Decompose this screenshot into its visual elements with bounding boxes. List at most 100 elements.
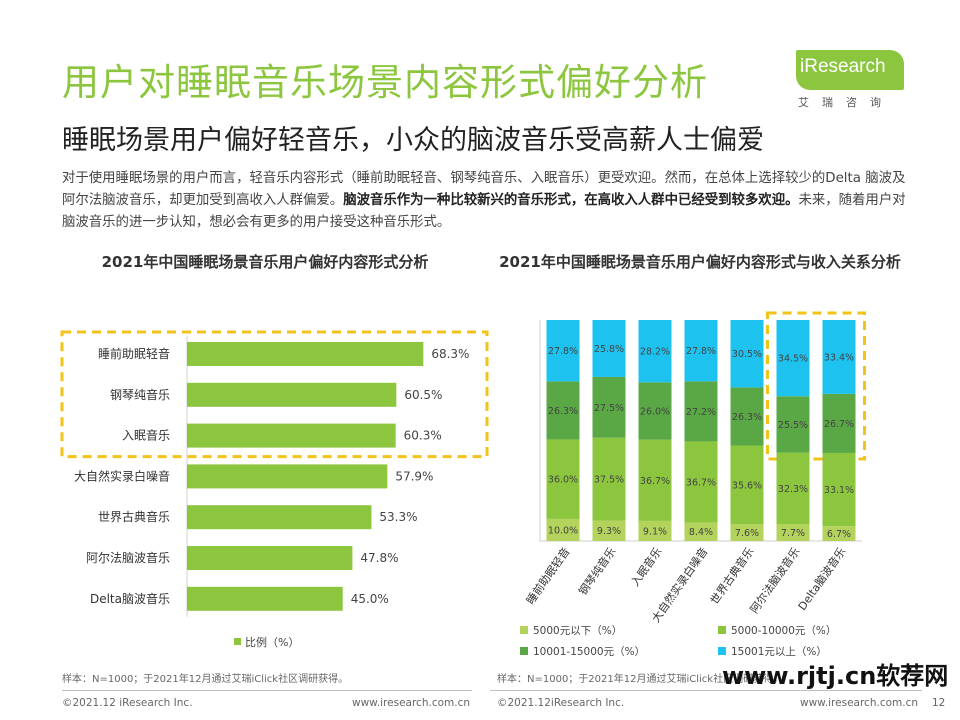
logo-chinese: 艾瑞咨询 bbox=[798, 96, 894, 109]
stack-4-seg-3 bbox=[730, 320, 764, 388]
left-url[interactable]: www.iresearch.com.cn bbox=[352, 697, 471, 709]
x-tick-label-1: 钢琴纯音乐 bbox=[575, 545, 618, 598]
stack-1-seg-1 bbox=[592, 437, 626, 521]
right-chart-title: 2021年中国睡眠场景音乐用户偏好内容形式与收入关系分析 bbox=[499, 253, 901, 271]
stack-label-2-2: 26.0% bbox=[640, 407, 670, 418]
stack-2-seg-3 bbox=[638, 320, 672, 383]
right-footer-rule bbox=[490, 690, 922, 691]
stack-label-5-2: 25.5% bbox=[778, 420, 808, 431]
page-title: 用户对睡眠音乐场景内容形式偏好分析 bbox=[62, 61, 708, 104]
stack-5-seg-3 bbox=[776, 320, 810, 397]
stack-6-seg-2 bbox=[822, 393, 856, 453]
stack-label-1-2: 27.5% bbox=[594, 403, 624, 414]
stack-4-seg-1 bbox=[730, 445, 764, 525]
stack-2-seg-1 bbox=[638, 439, 672, 521]
right-legend-swatch-1 bbox=[718, 626, 726, 634]
iresearch-logo: iResearch 艾瑞咨询 bbox=[796, 48, 906, 109]
stack-label-0-1: 36.0% bbox=[548, 475, 578, 486]
bar-1 bbox=[187, 382, 397, 407]
stack-3-seg-1 bbox=[684, 441, 718, 523]
stack-label-0-0: 10.0% bbox=[548, 525, 578, 536]
right-legend-swatch-2 bbox=[520, 647, 528, 655]
stack-3-seg-2 bbox=[684, 381, 718, 442]
value-label-0: 68.3% bbox=[431, 347, 469, 361]
watermark: www.rjtj.cn软荐网 bbox=[722, 662, 949, 690]
stack-5-seg-1 bbox=[776, 452, 810, 524]
category-label-2: 入眠音乐 bbox=[122, 428, 170, 443]
stack-label-6-0: 6.7% bbox=[827, 529, 851, 540]
left-copyright: ©2021.12 iResearch Inc. bbox=[62, 697, 193, 709]
stack-6-seg-1 bbox=[822, 452, 856, 527]
stack-6-seg-3 bbox=[822, 320, 856, 394]
category-label-6: Delta脑波音乐 bbox=[90, 591, 170, 606]
page-subtitle: 睡眠场景用户偏好轻音乐，小众的脑波音乐受高薪人士偏爱 bbox=[62, 125, 764, 156]
value-label-4: 53.3% bbox=[379, 510, 417, 524]
right-legend-swatch-0 bbox=[520, 626, 528, 634]
stack-1-seg-2 bbox=[592, 376, 626, 438]
category-label-4: 世界古典音乐 bbox=[98, 509, 170, 524]
stack-5-seg-0 bbox=[776, 523, 810, 541]
stack-3-seg-3 bbox=[684, 320, 718, 382]
stack-label-5-3: 34.5% bbox=[778, 354, 808, 365]
x-tick-label-4: 世界古典音乐 bbox=[707, 545, 756, 607]
bar-5 bbox=[187, 546, 353, 570]
intro-text-2: 未来，随着用户对脑波音乐的进一步认知，想必会有更多的用户接受这种音乐形式。 bbox=[62, 193, 906, 230]
value-label-1: 60.5% bbox=[404, 388, 442, 402]
left-footer-rule bbox=[62, 690, 472, 691]
stack-6-seg-0 bbox=[822, 526, 856, 541]
bar-3 bbox=[187, 464, 388, 489]
bar-0 bbox=[187, 342, 424, 366]
logo-badge bbox=[796, 50, 904, 90]
left-legend-label: 比例（%） bbox=[245, 635, 299, 649]
value-label-6: 45.0% bbox=[351, 592, 389, 606]
stack-label-1-1: 37.5% bbox=[594, 475, 624, 486]
right-legend-label-0: 5000元以下（%） bbox=[533, 625, 622, 637]
stack-label-3-1: 36.7% bbox=[686, 477, 716, 488]
x-tick-label-0: 睡前助眠轻音 bbox=[523, 545, 572, 607]
logo-wordmark: iResearch bbox=[800, 56, 886, 77]
left-highlight-box bbox=[60, 330, 489, 459]
left-chart-note: 样本：N=1000；于2021年12月通过艾瑞iClick社区调研获得。 bbox=[62, 674, 349, 685]
right-legend-swatch-3 bbox=[718, 647, 726, 655]
stack-label-0-2: 26.3% bbox=[548, 406, 578, 417]
category-label-0: 睡前助眠轻音 bbox=[98, 346, 170, 361]
left-chart-title: 2021年中国睡眠场景音乐用户偏好内容形式分析 bbox=[101, 253, 429, 271]
stack-label-1-3: 25.8% bbox=[594, 344, 624, 355]
stack-2-seg-0 bbox=[638, 520, 672, 541]
stack-label-6-3: 33.4% bbox=[824, 352, 854, 363]
page-number: 12 bbox=[932, 697, 946, 709]
stack-5-seg-2 bbox=[776, 396, 810, 453]
stack-0-seg-2 bbox=[546, 381, 580, 440]
x-tick-label-6: Delta脑波音乐 bbox=[795, 545, 849, 613]
stack-label-5-1: 32.3% bbox=[778, 484, 808, 495]
x-tick-label-5: 阿尔法脑波音乐 bbox=[747, 545, 803, 616]
stack-0-seg-1 bbox=[546, 439, 580, 519]
value-label-2: 60.3% bbox=[404, 429, 442, 443]
stack-label-3-0: 8.4% bbox=[689, 527, 713, 538]
stack-1-seg-3 bbox=[592, 320, 626, 377]
stack-label-4-0: 7.6% bbox=[735, 528, 759, 539]
stack-label-0-3: 27.8% bbox=[548, 346, 578, 357]
stack-1-seg-0 bbox=[592, 520, 626, 541]
x-tick-label-2: 入眠音乐 bbox=[628, 545, 665, 589]
stack-label-4-2: 26.3% bbox=[732, 412, 762, 423]
right-highlight-box bbox=[766, 311, 866, 461]
stack-2-seg-2 bbox=[638, 382, 672, 440]
stack-label-6-1: 33.1% bbox=[824, 485, 854, 496]
left-legend-swatch bbox=[234, 638, 241, 645]
stack-label-6-2: 26.7% bbox=[824, 419, 854, 430]
stack-3-seg-0 bbox=[684, 522, 718, 541]
bar-6 bbox=[187, 586, 343, 611]
stack-label-2-0: 9.1% bbox=[643, 526, 667, 537]
category-label-5: 阿尔法脑波音乐 bbox=[86, 550, 170, 565]
value-label-5: 47.8% bbox=[360, 551, 398, 565]
right-url[interactable]: www.iresearch.com.cn bbox=[800, 697, 919, 709]
right-legend-label-1: 5000-10000元（%） bbox=[731, 625, 836, 637]
bar-2 bbox=[187, 423, 396, 448]
stack-0-seg-0 bbox=[546, 518, 580, 541]
stack-label-3-2: 27.2% bbox=[686, 407, 716, 418]
category-label-1: 钢琴纯音乐 bbox=[110, 387, 170, 402]
right-chart-note: 样本：N=1000；于2021年12月通过艾瑞iClick社区调研获得。 bbox=[497, 674, 784, 685]
stack-label-5-0: 7.7% bbox=[781, 528, 805, 539]
